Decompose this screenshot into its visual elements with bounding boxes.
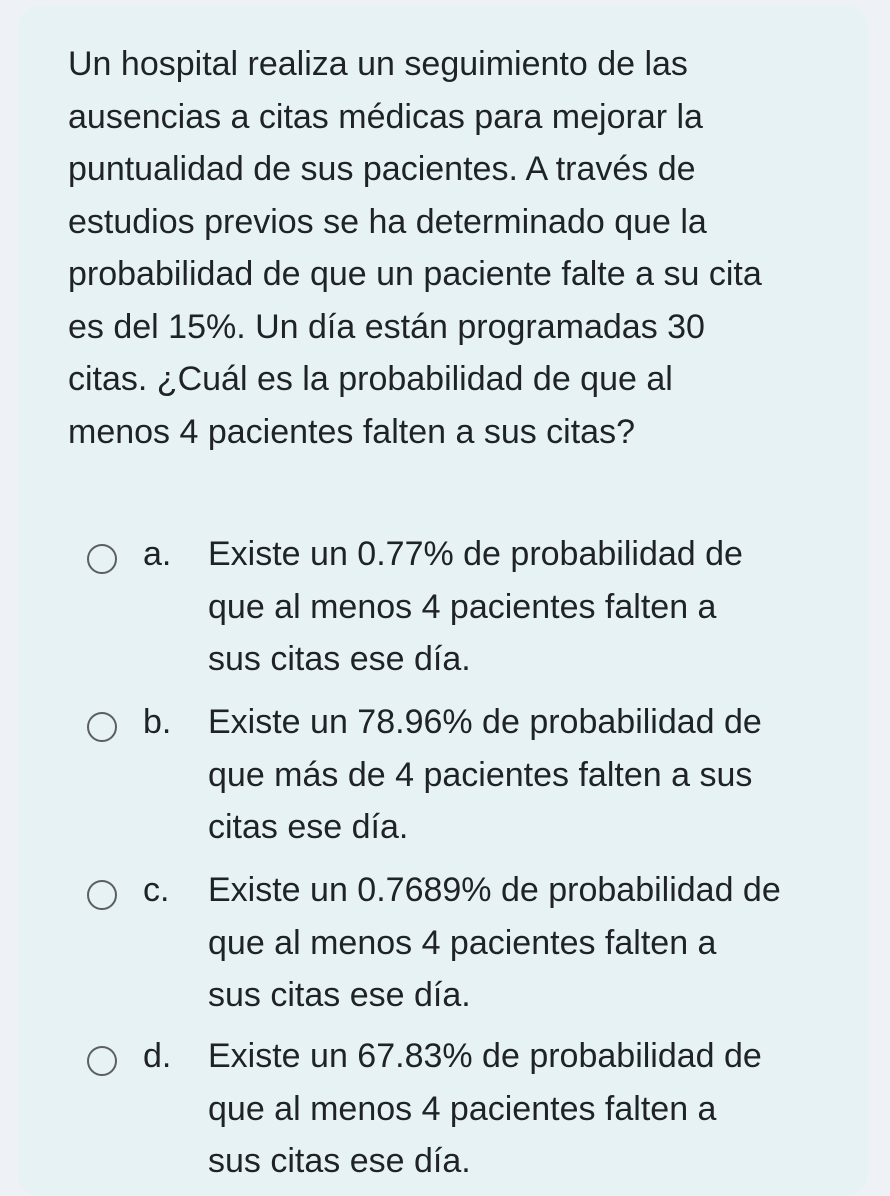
radio-button-a[interactable]	[87, 544, 117, 574]
option-text-a: Existe un 0.77% de probabilidad de que a…	[208, 535, 743, 678]
question-text: Un hospital realiza un seguimiento de la…	[68, 45, 762, 451]
option-text-b: Existe un 78.96% de probabilidad de que …	[208, 703, 762, 846]
option-letter-b: b.	[143, 703, 172, 741]
option-c[interactable]: c. Existe un 0.7689% de probabilidad de …	[18, 856, 868, 1016]
option-d[interactable]: d. Existe un 67.83% de probabilidad de q…	[18, 1022, 868, 1182]
option-a[interactable]: a. Existe un 0.77% de probabilidad de qu…	[18, 520, 868, 680]
option-letter-d: d.	[143, 1037, 172, 1075]
option-text-d: Existe un 67.83% de probabilidad de que …	[208, 1037, 762, 1180]
question-card: Un hospital realiza un seguimiento de la…	[18, 6, 868, 1196]
option-letter-a: a.	[143, 535, 172, 573]
radio-button-b[interactable]	[87, 712, 117, 742]
radio-button-c[interactable]	[87, 880, 117, 910]
option-letter-c: c.	[143, 871, 170, 909]
radio-button-d[interactable]	[87, 1046, 117, 1076]
option-text-c: Existe un 0.7689% de probabilidad de que…	[208, 871, 781, 1014]
option-b[interactable]: b. Existe un 78.96% de probabilidad de q…	[18, 688, 868, 848]
